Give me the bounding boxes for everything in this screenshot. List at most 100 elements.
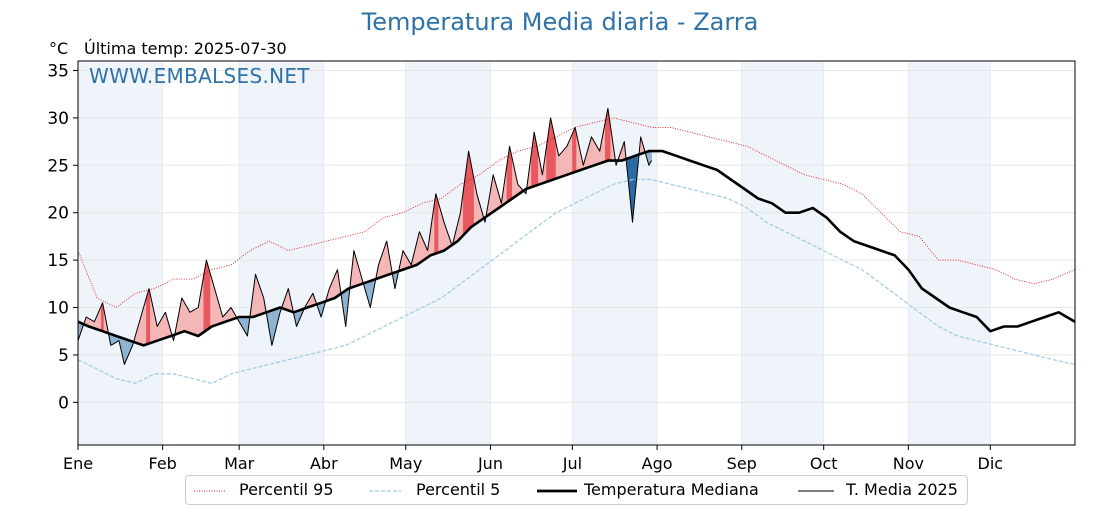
legend-label-p95: Percentil 95	[239, 480, 334, 499]
fill-above-median	[439, 207, 442, 253]
fill-above-median	[206, 260, 208, 331]
watermark-text: WWW.EMBALSES.NET	[89, 64, 310, 88]
fill-above-median	[162, 313, 165, 340]
y-tick-label: 20	[47, 204, 69, 224]
legend-label-current: T. Media 2025	[846, 480, 958, 499]
fill-above-median	[210, 274, 213, 328]
fill-above-median	[594, 140, 596, 166]
x-tick-label: May	[389, 454, 422, 473]
legend-swatch-p95	[194, 490, 226, 492]
month-band	[741, 61, 824, 445]
x-tick-label: Oct	[810, 454, 838, 473]
fill-above-median	[185, 304, 188, 333]
fill-above-median	[438, 203, 441, 253]
fill-above-median	[468, 151, 471, 231]
series-t-media-2025	[77, 107, 653, 365]
series-percentil-5	[77, 178, 1076, 385]
series-lines	[77, 107, 1076, 385]
fill-above-median	[184, 302, 187, 332]
x-tick-label: Nov	[893, 454, 924, 473]
fill-above-median	[471, 165, 473, 228]
axis-ticks: 0 5 10 15 20 25 30 35 Ene Feb Mar Abr May Jun Jul Ago Se…	[47, 61, 1003, 473]
fill-above-median	[562, 148, 565, 177]
y-tick-label: 25	[47, 156, 69, 176]
grid-lines	[77, 61, 1075, 445]
fill-above-median	[204, 260, 207, 332]
month-band	[572, 61, 658, 445]
anomaly-fills	[77, 108, 652, 365]
x-tick-label: Sep	[727, 454, 757, 473]
fill-above-median	[191, 310, 193, 335]
fill-above-median	[572, 130, 574, 174]
fill-above-median	[181, 297, 184, 333]
fill-above-median	[256, 278, 259, 316]
month-band	[908, 61, 991, 445]
series-temperatura-mediana	[77, 149, 1076, 347]
fill-above-median	[551, 124, 554, 181]
fill-above-median	[558, 153, 561, 178]
fill-above-median	[192, 309, 195, 335]
fill-above-median	[187, 306, 189, 333]
fill-above-median	[565, 145, 568, 176]
fill-above-median	[595, 143, 598, 166]
x-tick-label: Jun	[477, 454, 503, 473]
legend-item-median: Temperatura Mediana	[537, 480, 759, 499]
fill-above-median	[591, 136, 594, 167]
fill-above-median	[161, 316, 163, 340]
fill-above-median	[335, 269, 338, 298]
x-tick-label: Dic	[978, 454, 1004, 473]
fill-above-median	[188, 309, 191, 334]
fill-above-median	[561, 150, 564, 177]
fill-above-median	[385, 241, 387, 277]
fill-above-median	[144, 297, 147, 346]
fill-above-median	[509, 146, 512, 201]
fill-above-median	[208, 269, 211, 329]
chart-legend: Percentil 95 Percentil 5 Temperatura Med…	[185, 475, 968, 505]
x-tick-label: Feb	[149, 454, 177, 473]
fill-above-median	[207, 264, 210, 330]
fill-above-median	[469, 158, 472, 229]
y-tick-label: 0	[58, 393, 69, 413]
fill-above-median	[195, 307, 198, 336]
month-band	[239, 61, 324, 445]
fill-above-median	[573, 127, 576, 173]
fill-above-median	[564, 147, 566, 177]
y-unit-label: °C	[49, 39, 69, 58]
legend-swatch-median	[537, 489, 577, 493]
fill-above-median	[193, 308, 196, 336]
y-tick-label: 15	[47, 251, 69, 271]
fill-above-median	[559, 152, 562, 178]
x-tick-label: Jul	[562, 454, 582, 473]
y-tick-label: 30	[47, 109, 69, 129]
fill-above-median	[213, 283, 215, 327]
fill-above-median	[592, 138, 595, 167]
fill-above-median	[436, 198, 439, 254]
fill-above-median	[550, 117, 553, 181]
fill-above-median	[101, 302, 103, 332]
y-tick-label: 10	[47, 299, 69, 319]
fill-above-median	[566, 143, 569, 176]
plot-frame	[77, 60, 1076, 446]
x-tick-label: Ene	[63, 454, 93, 473]
fill-above-median	[570, 133, 573, 174]
fill-above-median	[211, 279, 214, 327]
legend-item-p5: Percentil 5	[369, 480, 500, 499]
fill-above-median	[163, 311, 166, 339]
fill-above-median	[143, 302, 146, 346]
fill-above-median	[146, 293, 148, 345]
month-bands	[78, 61, 991, 445]
fill-above-median	[159, 318, 162, 341]
legend-label-p5: Percentil 5	[416, 480, 501, 499]
legend-label-median: Temperatura Mediana	[584, 480, 759, 499]
fill-above-median	[568, 139, 570, 175]
fill-above-median	[182, 299, 185, 332]
fill-above-median	[420, 234, 423, 263]
y-tick-label: 35	[47, 61, 69, 81]
fill-above-median	[189, 311, 192, 334]
fill-above-median	[419, 231, 422, 264]
y-tick-label: 5	[58, 346, 69, 366]
fill-above-median	[435, 193, 438, 254]
x-tick-label: Mar	[224, 454, 255, 473]
legend-item-p95: Percentil 95	[194, 480, 334, 499]
